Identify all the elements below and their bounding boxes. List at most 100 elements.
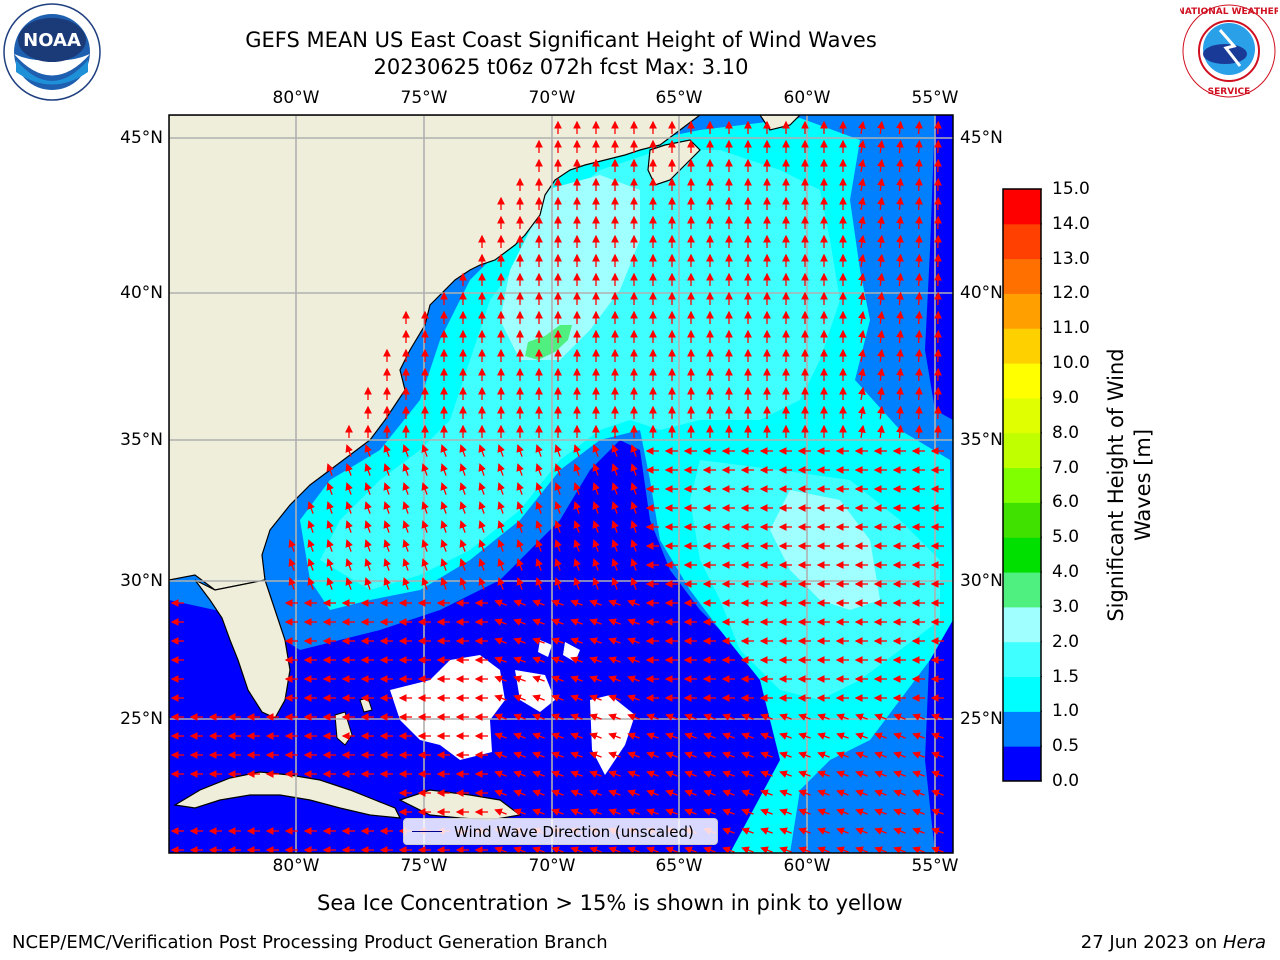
wave-vector	[402, 577, 410, 590]
wave-vector	[877, 386, 885, 400]
wave-vector	[858, 348, 866, 363]
wave-vector	[858, 272, 866, 287]
wave-vector	[893, 751, 906, 759]
wave-vector	[570, 846, 583, 853]
wave-vector	[364, 539, 372, 552]
wave-vector	[646, 751, 659, 759]
wave-vector	[877, 177, 885, 191]
wave-vector	[760, 770, 773, 778]
lat-tick-left: 25°N	[120, 709, 163, 729]
wave-vector	[912, 770, 925, 778]
wave-vector	[494, 751, 507, 759]
wave-vector	[646, 770, 659, 778]
wave-vector	[516, 539, 524, 552]
wave-vector	[326, 463, 334, 476]
colorbar-swatch	[1003, 328, 1041, 364]
wave-vector	[915, 139, 923, 154]
wave-vector	[570, 637, 583, 645]
land-cuba	[173, 771, 402, 819]
wave-vector	[874, 846, 887, 853]
wave-vector	[630, 520, 638, 533]
wave-vector	[383, 444, 391, 457]
wave-vector	[513, 789, 526, 797]
wave-vector	[307, 539, 315, 552]
wave-vector	[915, 367, 923, 382]
wave-vector	[836, 732, 849, 740]
wave-vector	[516, 501, 524, 514]
wave-vector	[551, 656, 564, 664]
wave-vector	[551, 808, 564, 816]
wave-vector	[589, 770, 602, 778]
wave-vector	[665, 846, 678, 853]
wave-vector	[440, 558, 448, 571]
wave-vector	[494, 599, 507, 607]
wave-vector	[570, 751, 583, 759]
wave-vector	[589, 675, 602, 683]
wave-vector	[326, 539, 334, 552]
wave-vector	[554, 558, 562, 571]
wave-vector	[497, 520, 505, 533]
wave-vector	[516, 444, 524, 457]
wave-vector	[703, 751, 716, 759]
wave-vector	[513, 732, 526, 740]
wave-vector	[494, 846, 507, 853]
wave-vector	[741, 846, 754, 853]
wave-vector	[478, 520, 486, 533]
wave-vector	[896, 253, 904, 268]
wave-vector	[345, 482, 353, 495]
wave-vector	[516, 520, 524, 533]
wave-vector	[611, 463, 619, 476]
wave-vector	[478, 501, 486, 514]
wave-vector	[570, 675, 583, 683]
wave-vector	[877, 196, 885, 210]
wave-vector	[513, 618, 526, 626]
wave-vector	[912, 751, 925, 759]
wave-vector	[532, 751, 545, 759]
wave-vector	[741, 713, 754, 721]
wave-vector	[383, 482, 391, 495]
wave-vector	[798, 789, 811, 797]
wave-vector	[627, 732, 640, 740]
wave-vector	[345, 539, 353, 552]
wave-vector	[817, 846, 830, 853]
wave-vector	[760, 732, 773, 740]
wave-vector	[326, 520, 334, 533]
colorbar-swatch	[1003, 432, 1041, 469]
wave-vector	[855, 751, 868, 759]
wave-vector	[421, 482, 429, 495]
wave-vector	[608, 599, 621, 607]
map-legend: Wind Wave Direction (unscaled)	[403, 818, 718, 845]
colorbar-swatch	[1003, 711, 1041, 747]
colorbar	[1002, 188, 1042, 782]
wave-vector	[855, 732, 868, 740]
lon-tick-top: 55°W	[911, 88, 959, 108]
colorbar-swatch	[1003, 676, 1041, 712]
wave-vector	[630, 501, 638, 514]
footer-date: 27 Jun 2023 on Hera	[1080, 932, 1266, 953]
wave-vector	[877, 348, 885, 362]
wave-vector	[931, 808, 944, 816]
wave-vector	[836, 770, 849, 778]
wave-vector	[364, 520, 372, 533]
wave-vector	[915, 310, 923, 325]
wave-vector	[535, 463, 543, 476]
wave-vector	[896, 215, 904, 230]
wave-vector	[478, 463, 486, 476]
wave-vector	[440, 482, 448, 495]
wave-vector	[627, 656, 640, 664]
wave-vector	[383, 520, 391, 533]
wave-vector	[779, 713, 792, 721]
wave-vector	[877, 310, 885, 324]
wave-vector	[608, 808, 621, 816]
wave-vector	[896, 272, 904, 287]
wave-vector	[478, 444, 486, 457]
wave-vector	[345, 577, 353, 590]
wave-vector	[402, 501, 410, 514]
wave-vector	[836, 789, 849, 797]
wave-vector	[440, 463, 448, 476]
wave-vector	[307, 577, 315, 590]
wave-vector	[931, 827, 944, 835]
wave-vector	[570, 789, 583, 797]
wave-vector	[817, 751, 830, 759]
wave-vector	[741, 751, 754, 759]
